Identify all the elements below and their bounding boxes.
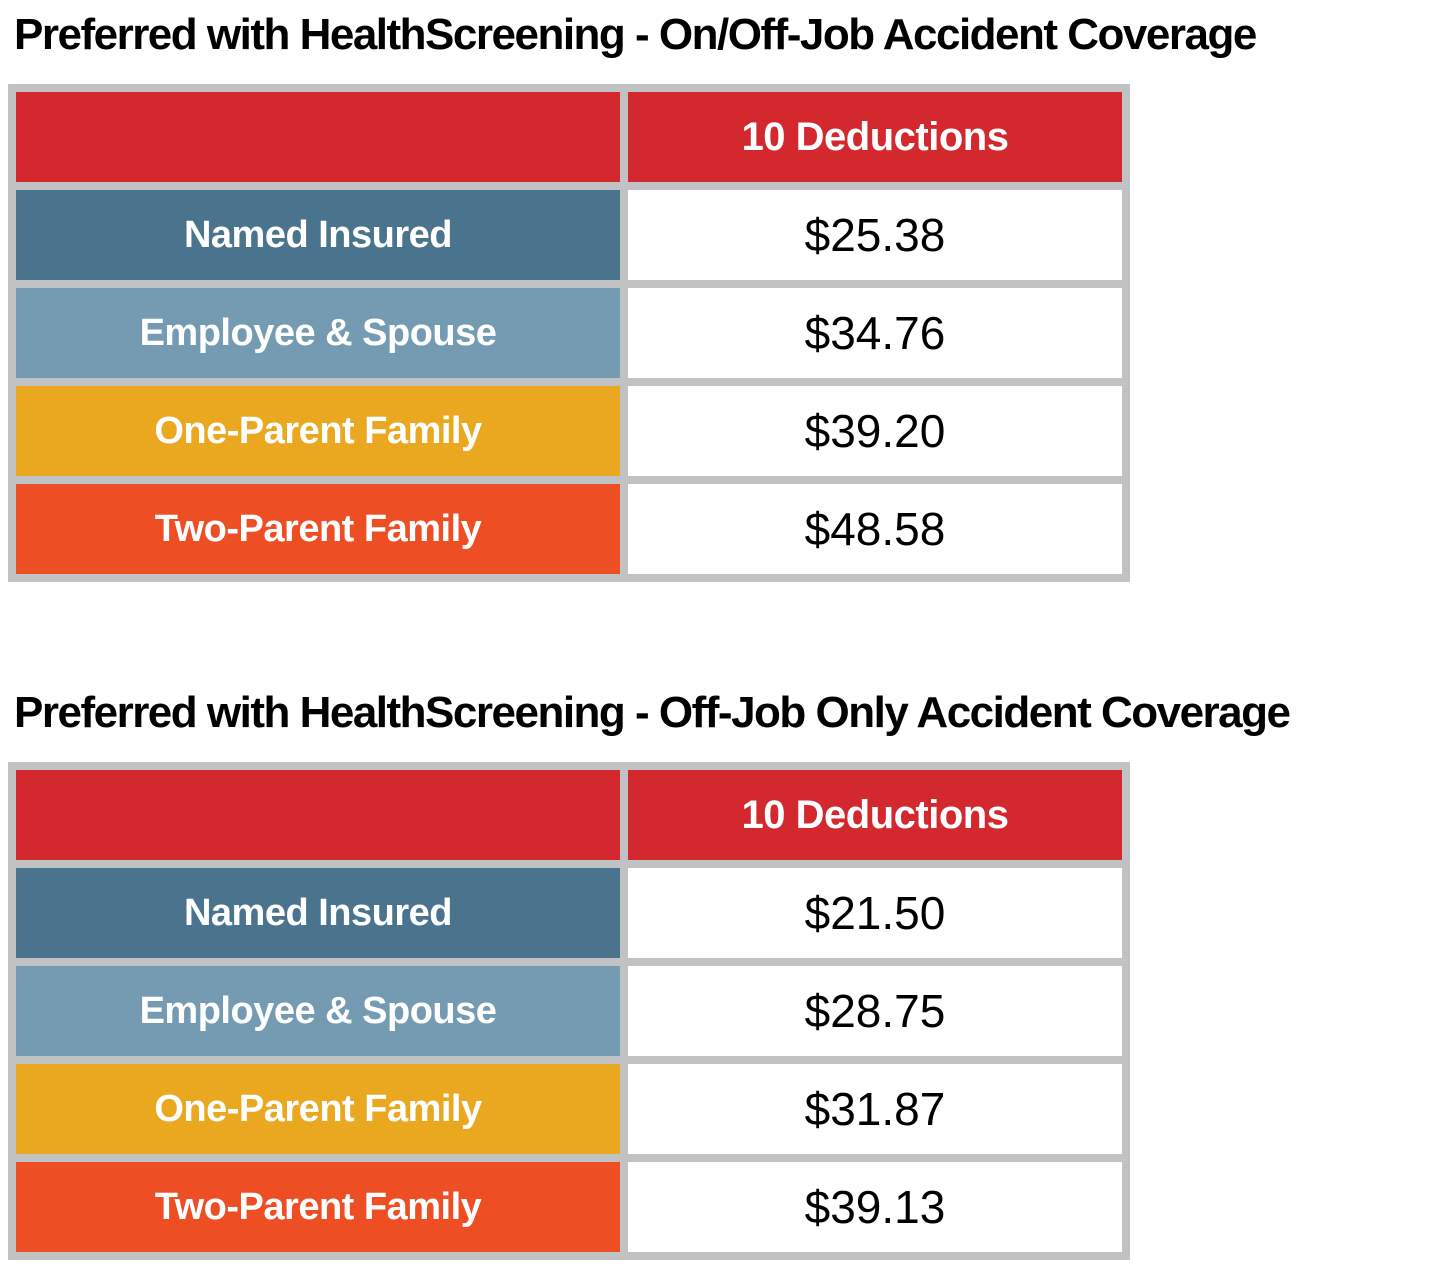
row-value-employee-spouse: $28.75 [628, 966, 1122, 1056]
row-label-employee-spouse: Employee & Spouse [16, 966, 620, 1056]
row-value-employee-spouse: $34.76 [628, 288, 1122, 378]
row-label-named-insured: Named Insured [16, 190, 620, 280]
row-value-named-insured: $25.38 [628, 190, 1122, 280]
row-label-one-parent-family: One-Parent Family [16, 1064, 620, 1154]
section-spacer [0, 582, 1454, 678]
row-value-named-insured: $21.50 [628, 868, 1122, 958]
row-label-two-parent-family: Two-Parent Family [16, 1162, 620, 1252]
rate-table-off-job-only: 10 Deductions Named Insured $21.50 Emplo… [8, 762, 1130, 1260]
rate-table-on-off-job: 10 Deductions Named Insured $25.38 Emplo… [8, 84, 1130, 582]
row-label-employee-spouse: Employee & Spouse [16, 288, 620, 378]
row-label-one-parent-family: One-Parent Family [16, 386, 620, 476]
row-label-two-parent-family: Two-Parent Family [16, 484, 620, 574]
header-cell-empty [16, 92, 620, 182]
row-label-named-insured: Named Insured [16, 868, 620, 958]
row-value-one-parent-family: $39.20 [628, 386, 1122, 476]
row-value-one-parent-family: $31.87 [628, 1064, 1122, 1154]
header-cell-deductions: 10 Deductions [628, 92, 1122, 182]
table-title-off-job-only: Preferred with HealthScreening - Off-Job… [14, 688, 1291, 737]
row-value-two-parent-family: $48.58 [628, 484, 1122, 574]
table-title-on-off-job: Preferred with HealthScreening - On/Off-… [14, 10, 1257, 59]
row-value-two-parent-family: $39.13 [628, 1162, 1122, 1252]
header-cell-empty [16, 770, 620, 860]
header-cell-deductions: 10 Deductions [628, 770, 1122, 860]
